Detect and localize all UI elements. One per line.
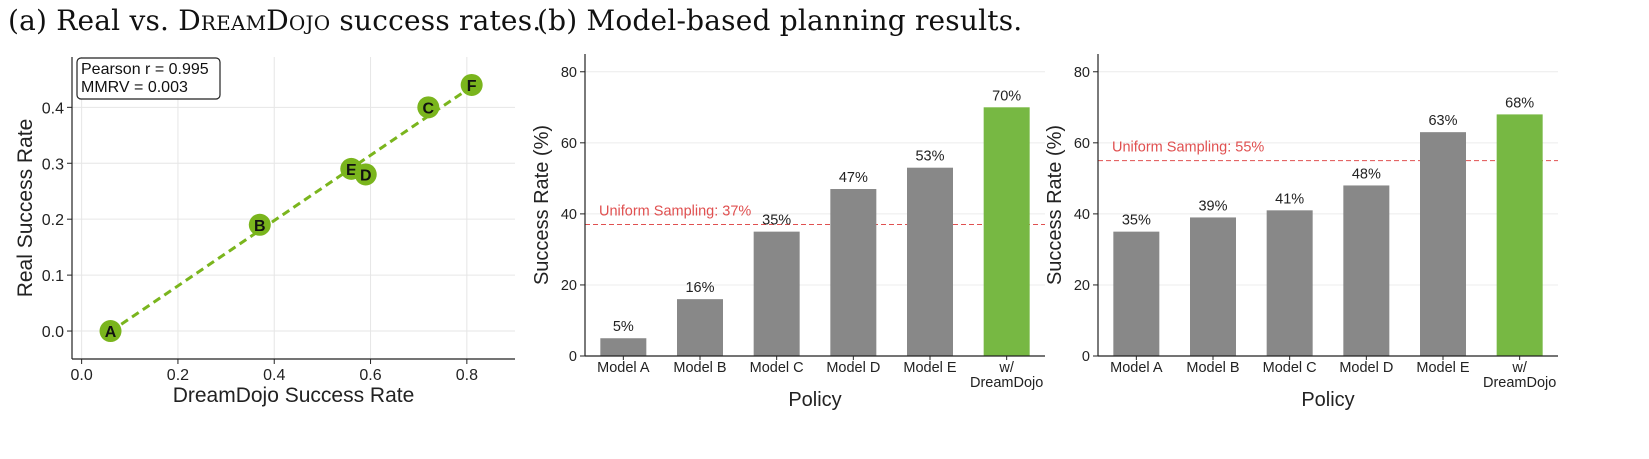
x-tick-label: 0.4 [263,367,285,384]
bar [983,107,1030,356]
bar [1190,217,1236,356]
x-axis-title: Policy [788,389,841,411]
x-axis-title: DreamDojo Success Rate [173,384,415,407]
stats-box [76,57,221,100]
point-label: E [346,162,357,179]
point-label: C [423,100,435,117]
y-tick-label: 40 [561,207,577,223]
scatter-point [460,73,483,96]
y-tick-label: 20 [1074,278,1090,294]
y-tick-label: 0.4 [42,100,64,117]
bar-value-label: 16% [685,280,714,296]
point-label: B [254,218,266,235]
y-tick-label: 80 [1074,65,1090,81]
x-category-label: Model A [1110,360,1163,376]
fit-line [109,85,473,333]
x-tick-label: 0.6 [359,367,381,384]
bar-value-label: 39% [1198,198,1227,214]
y-tick-label: 0.3 [42,156,64,173]
panel-a-heading-suffix: success rates. [330,4,542,37]
point-label: F [467,78,477,95]
panel-a-heading-prefix: (a) Real vs. [8,4,179,37]
y-tick-label: 0.2 [42,212,64,229]
bar [600,338,647,356]
panel-a-heading: (a) Real vs. DreamDojo success rates. [8,4,541,37]
baseline-label: Uniform Sampling: 37% [599,204,751,220]
x-category-label: Model C [1263,360,1317,376]
bar-value-label: 47% [839,170,868,186]
y-axis-title: Success Rate (%) [531,125,553,285]
x-category-label: DreamDojo [970,375,1043,391]
y-tick-label: 0.1 [42,268,64,285]
bar [907,167,953,356]
x-category-label: Model E [1416,360,1470,376]
x-category-label: Model E [903,360,957,376]
bar-chart-1-chart: Uniform Sampling: 37% 5% Model A 16% Model B… [531,54,1045,411]
point-label: D [360,167,372,184]
x-category-label: w/ [998,360,1014,376]
bar-value-label: 53% [915,149,944,165]
panel-b-heading: (b) Model-based planning results. [537,4,1023,37]
baseline-label: Uniform Sampling: 55% [1112,140,1264,156]
x-category-label: Model D [826,360,880,376]
bar-value-label: 5% [613,319,634,335]
x-tick-label: 0.8 [456,367,478,384]
bar [830,189,877,356]
bar-value-label: 70% [992,88,1021,104]
bar-value-label: 48% [1352,166,1381,182]
scatter-point [417,96,440,119]
bar [1496,114,1543,357]
y-tick-label: 20 [561,278,577,294]
y-axis-title: Real Success Rate [14,119,37,298]
scatter-point [99,320,122,343]
y-tick-label: 40 [1074,207,1090,223]
x-tick-label: 0.0 [71,367,93,384]
bar [677,299,723,356]
bar [753,231,800,356]
point-label: A [105,324,117,341]
x-category-label: w/ [1511,360,1527,376]
x-category-label: Model B [1186,360,1239,376]
y-axis-title: Success Rate (%) [1044,125,1066,285]
bar-value-label: 63% [1428,113,1457,129]
scatter-point [354,163,377,186]
x-category-label: Model A [597,360,650,376]
x-category-label: Model B [673,360,726,376]
y-tick-label: 0.0 [42,324,64,341]
bar-value-label: 35% [762,213,791,229]
bar-value-label: 68% [1505,95,1534,111]
x-category-label: Model D [1339,360,1393,376]
y-tick-label: 60 [1074,136,1090,152]
scatter-chart: 0.0 0.2 0.4 0.6 0.80.00.10.20.30.4DreamDojo … [14,57,515,407]
y-tick-label: 80 [561,65,577,81]
bar-value-label: 41% [1275,191,1304,207]
bar [1113,231,1160,356]
bar-chart-2-chart: Uniform Sampling: 55% 35% Model A 39% Model … [1044,54,1558,411]
y-tick-label: 0 [1082,349,1090,365]
y-tick-label: 0 [569,349,577,365]
x-tick-label: 0.2 [167,367,189,384]
bar [1420,132,1466,356]
x-axis-title: Policy [1301,389,1354,411]
bar-value-label: 35% [1122,213,1151,229]
x-category-label: Model C [750,360,804,376]
panel-a-heading-brand: DreamDojo [178,4,331,37]
y-tick-label: 60 [561,136,577,152]
stats-line: Pearson r = 0.995 [81,61,209,78]
bar [1266,210,1313,356]
stats-line: MMRV = 0.003 [81,79,188,96]
scatter-point [248,213,271,236]
x-category-label: DreamDojo [1483,375,1556,391]
bar [1343,185,1390,356]
